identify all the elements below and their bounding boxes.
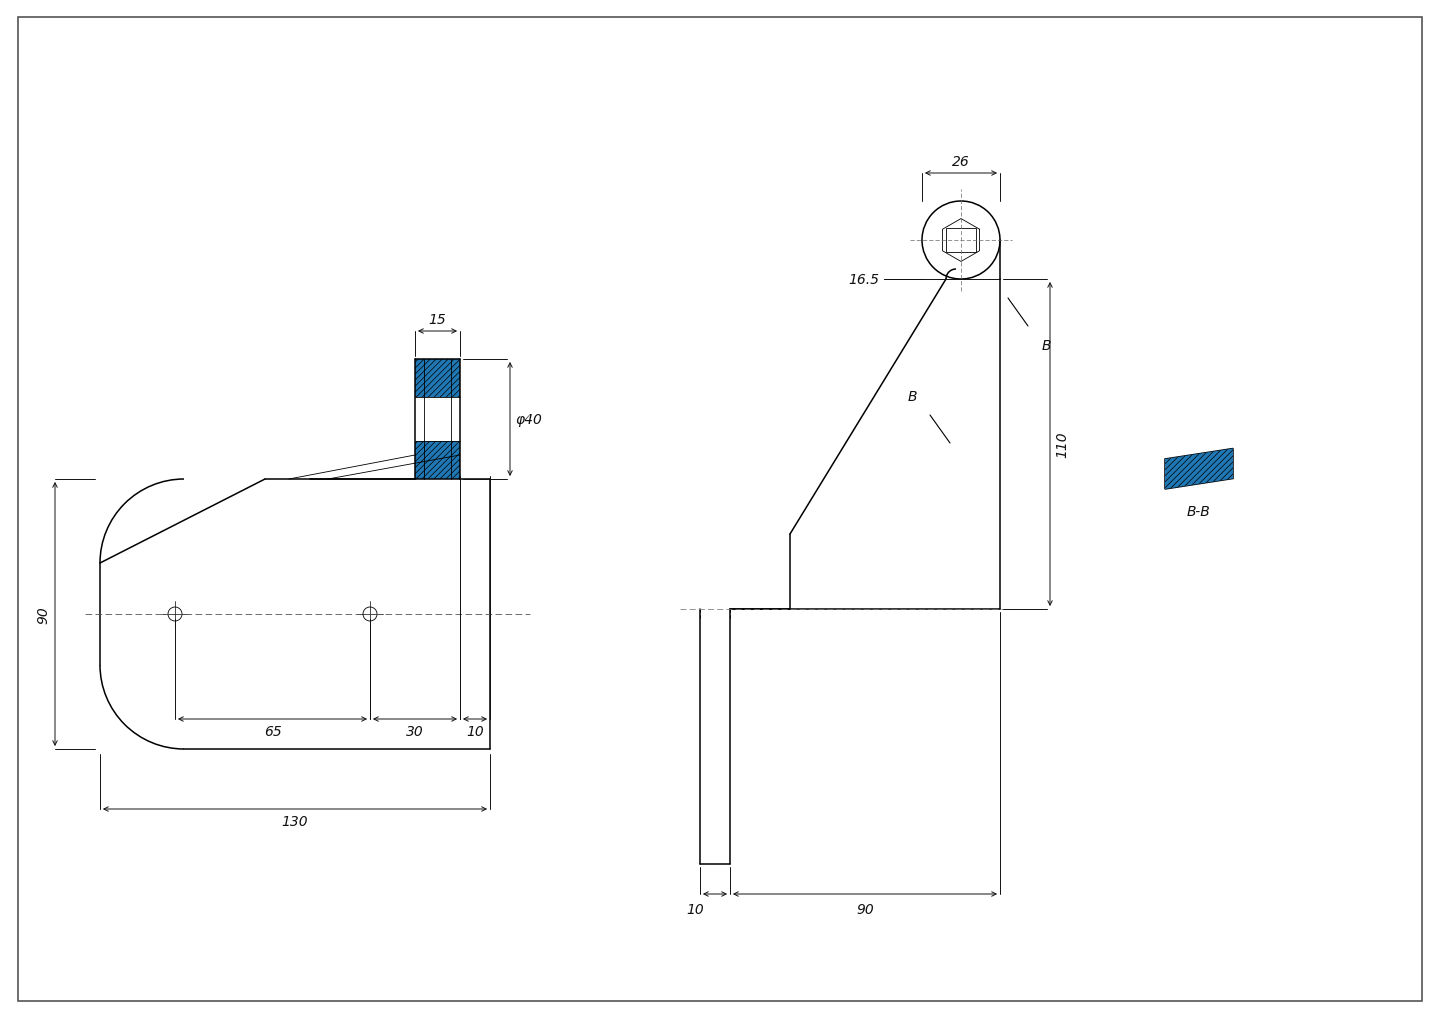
Text: 130: 130 [282, 814, 308, 828]
Bar [946, 229, 976, 253]
Text: 10: 10 [467, 725, 484, 739]
Text: 30: 30 [406, 725, 423, 739]
Text: 110: 110 [1056, 431, 1068, 458]
Text: 15: 15 [429, 313, 446, 327]
Text: B: B [1041, 338, 1051, 353]
Text: 90: 90 [857, 902, 874, 916]
Polygon shape [415, 360, 459, 398]
Text: 90: 90 [36, 605, 50, 624]
Text: 16.5: 16.5 [848, 273, 878, 286]
Polygon shape [415, 441, 459, 480]
Text: 10: 10 [685, 902, 704, 916]
Text: B-B: B-B [1187, 504, 1211, 519]
Text: 65: 65 [264, 725, 281, 739]
Text: 26: 26 [952, 155, 971, 169]
Polygon shape [1165, 449, 1233, 489]
Text: B: B [907, 389, 917, 404]
Text: φ40: φ40 [516, 413, 541, 427]
